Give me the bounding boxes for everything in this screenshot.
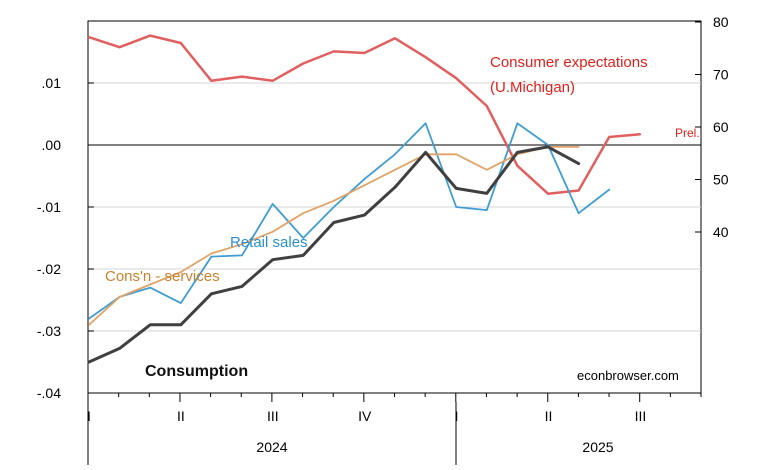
right-tick-label: 60: [713, 119, 729, 135]
left-axis: .01 .00 -.01 -.02 -.03 -.04: [37, 75, 94, 401]
series-line-retail-sales: [88, 122, 611, 320]
label-prelim: Prel.: [675, 126, 700, 140]
left-tick-label: -.01: [37, 199, 61, 215]
x-quarter-label: III: [635, 408, 647, 424]
right-tick-label: 70: [713, 67, 729, 83]
label-retail-sales: Retail sales: [230, 234, 308, 251]
x-quarter-label: II: [545, 408, 553, 424]
watermark: econbrowser.com: [577, 368, 679, 383]
left-tick-label: .01: [42, 75, 62, 91]
x-quarter-label: I: [455, 408, 459, 424]
x-quarter-label: II: [177, 408, 185, 424]
left-tick-label: .00: [42, 137, 62, 153]
x-year-label: 2025: [582, 439, 613, 455]
right-tick-label: 50: [713, 172, 729, 188]
series-line-consumer-expectations-u-michigan: [87, 34, 642, 195]
right-axis: 40 50 60 70 80: [695, 14, 729, 240]
x-quarter-label: III: [267, 408, 279, 424]
left-tick-label: -.02: [37, 261, 61, 277]
x-quarter-label: I: [87, 408, 91, 424]
right-tick-label: 40: [713, 224, 729, 240]
label-consumption: Consumption: [145, 363, 248, 380]
series-layer: [87, 34, 642, 364]
label-consumer-expectations-line2: (U.Michigan): [490, 79, 575, 96]
x-quarter-label: IV: [358, 408, 372, 424]
right-tick-label: 80: [713, 14, 729, 30]
left-tick-label: -.04: [37, 385, 61, 401]
label-services: Cons'n - services: [105, 268, 220, 285]
left-tick-label: -.03: [37, 323, 61, 339]
label-consumer-expectations-line1: Consumer expectations: [490, 54, 648, 71]
series-line-cons-n-services: [88, 146, 580, 326]
series-line-consumption: [87, 145, 581, 364]
gridlines: [88, 82, 701, 332]
x-year-label: 2024: [256, 439, 287, 455]
